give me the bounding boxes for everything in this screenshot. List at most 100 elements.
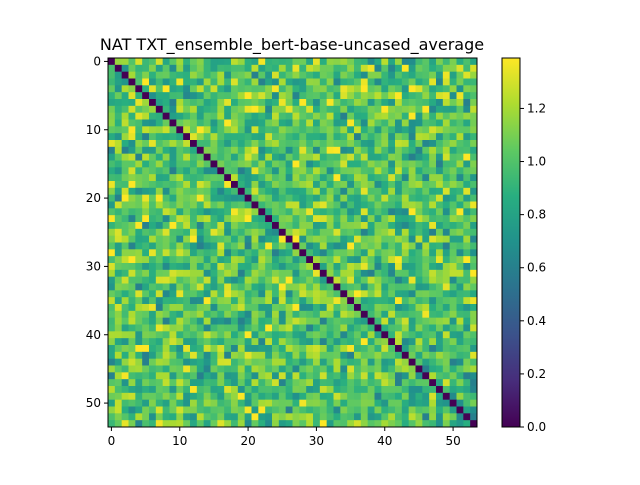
heatmap-cell — [128, 365, 136, 373]
heatmap-cell — [299, 167, 307, 175]
heatmap-cell — [231, 167, 239, 175]
heatmap-cell — [333, 406, 341, 414]
heatmap-cell — [415, 386, 423, 394]
heatmap-cell — [374, 228, 382, 237]
heatmap-cell — [162, 324, 170, 332]
heatmap-cell — [388, 331, 396, 339]
heatmap-cell — [429, 269, 437, 278]
heatmap-cell — [436, 222, 444, 230]
heatmap-cell — [360, 208, 369, 216]
heatmap-cell — [422, 222, 430, 230]
heatmap-cell — [258, 263, 266, 271]
heatmap-cell — [162, 399, 170, 407]
heatmap-cell — [313, 338, 321, 346]
heatmap-cell — [340, 365, 348, 373]
heatmap-cell — [319, 297, 328, 305]
heatmap-cell — [347, 215, 355, 223]
heatmap-cell — [114, 201, 123, 209]
heatmap-cell — [442, 276, 451, 284]
heatmap-cell — [319, 208, 328, 216]
heatmap-cell — [176, 187, 184, 196]
heatmap-cell — [306, 413, 314, 421]
heatmap-cell — [374, 242, 382, 250]
heatmap-cell — [135, 215, 143, 223]
x-tick-label: 20 — [240, 434, 255, 448]
heatmap-cell — [408, 290, 416, 298]
heatmap-cell — [244, 420, 252, 428]
heatmap-cell — [401, 58, 410, 66]
heatmap-cell — [114, 133, 123, 141]
heatmap-cell — [333, 392, 341, 401]
heatmap-cell — [285, 331, 293, 339]
heatmap-cell — [313, 71, 321, 79]
heatmap-cell — [155, 119, 164, 127]
heatmap-cell — [169, 283, 177, 291]
heatmap-cell — [224, 413, 232, 421]
heatmap-cell — [374, 78, 382, 86]
heatmap-cell — [196, 249, 205, 257]
heatmap-cell — [169, 174, 177, 182]
heatmap-cell — [442, 99, 451, 107]
heatmap-cell — [108, 310, 116, 319]
heatmap-cell — [347, 222, 355, 230]
heatmap-cell — [442, 112, 451, 120]
heatmap-cell — [176, 365, 184, 373]
heatmap-cell — [203, 228, 211, 237]
heatmap-cell — [463, 338, 471, 346]
heatmap-cell — [333, 338, 341, 346]
heatmap-cell — [285, 64, 293, 73]
heatmap-cell — [313, 228, 321, 237]
heatmap-cell — [121, 358, 129, 366]
heatmap-cell — [415, 160, 423, 168]
heatmap-cell — [258, 58, 266, 66]
heatmap-cell — [176, 256, 184, 264]
heatmap-cell — [265, 174, 273, 182]
heatmap-cell — [306, 228, 314, 237]
heatmap-cell — [210, 269, 218, 278]
heatmap-cell — [463, 174, 471, 182]
heatmap-cell — [415, 297, 423, 305]
heatmap-cell — [292, 297, 300, 305]
heatmap-cell — [114, 126, 123, 134]
heatmap-cell — [429, 167, 437, 175]
heatmap-cell — [285, 235, 293, 243]
heatmap-cell — [463, 365, 471, 373]
heatmap-cell — [422, 126, 430, 134]
heatmap-cell — [203, 119, 211, 127]
heatmap-cell — [470, 99, 478, 107]
heatmap-cell — [347, 283, 355, 291]
heatmap-cell — [388, 263, 396, 271]
heatmap-cell — [108, 146, 116, 155]
heatmap-cell — [415, 406, 423, 414]
heatmap-cell — [436, 64, 444, 73]
heatmap-cell — [251, 365, 259, 373]
heatmap-cell — [128, 181, 136, 189]
heatmap-cell — [395, 160, 403, 168]
heatmap-cell — [142, 290, 150, 298]
heatmap-cell — [265, 386, 273, 394]
heatmap-cell — [354, 235, 362, 243]
heatmap-cell — [429, 324, 437, 332]
heatmap-cell — [463, 133, 471, 141]
heatmap-cell — [203, 71, 211, 79]
heatmap-cell — [196, 379, 205, 387]
heatmap-cell — [415, 85, 423, 93]
heatmap-cell — [155, 228, 164, 237]
heatmap-cell — [162, 99, 170, 107]
heatmap-cell — [354, 283, 362, 291]
heatmap-cell — [210, 297, 218, 305]
heatmap-cell — [422, 406, 430, 414]
heatmap-cell — [190, 283, 198, 291]
heatmap-cell — [278, 283, 287, 291]
heatmap-cell — [121, 235, 129, 243]
heatmap-cell — [354, 242, 362, 250]
heatmap-cell — [347, 345, 355, 353]
heatmap-cell — [285, 351, 293, 360]
heatmap-cell — [108, 92, 116, 100]
heatmap-cell — [429, 358, 437, 366]
heatmap-cell — [381, 146, 389, 155]
heatmap-cell — [449, 304, 457, 312]
heatmap-cell — [299, 317, 307, 325]
heatmap-cell — [456, 208, 464, 216]
heatmap-cell — [251, 153, 259, 161]
